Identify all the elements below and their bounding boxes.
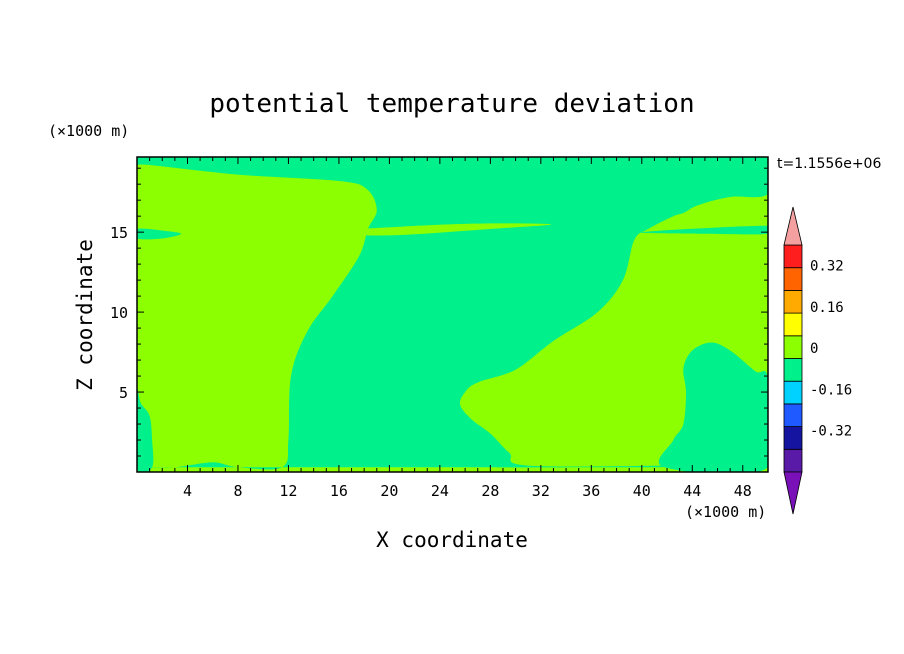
x-tick-label: 48 <box>734 482 752 500</box>
x-tick-label: 44 <box>683 482 701 500</box>
colorbar-bin <box>783 358 803 382</box>
region-negative-band <box>137 157 768 470</box>
colorbar-bin <box>783 403 803 427</box>
colorbar-over-triangle <box>783 206 803 246</box>
y-unit-label: (×1000 m) <box>48 122 129 140</box>
x-tick-label: 24 <box>431 482 449 500</box>
colorbar-label: 0.32 <box>810 259 844 275</box>
colorbar-bin <box>783 312 803 337</box>
y-tick-label: 15 <box>110 224 128 242</box>
colorbar-label: -0.16 <box>810 382 852 398</box>
x-tick-label: 36 <box>582 482 600 500</box>
colorbar-label: 0.16 <box>810 300 844 316</box>
colorbar-bin <box>783 267 803 291</box>
x-tick-label: 28 <box>481 482 499 500</box>
x-tick-label: 4 <box>183 482 192 500</box>
colorbar-under-triangle <box>783 471 803 515</box>
region-right-cell <box>658 342 768 472</box>
colorbar: -0.32 -0.16 0 0.16 0.32 <box>783 206 852 515</box>
colorbar-bin <box>783 244 803 269</box>
colorbar-bin <box>783 335 803 359</box>
colorbar-label: -0.32 <box>810 424 852 440</box>
x-unit-label: (×1000 m) <box>685 503 766 521</box>
contour-regions <box>137 157 768 472</box>
x-tick-label: 20 <box>380 482 398 500</box>
colorbar-bin <box>783 289 803 314</box>
y-axis: 5 10 15 <box>110 167 768 457</box>
plot-area <box>136 156 769 473</box>
x-tick-label: 40 <box>633 482 651 500</box>
y-axis-label: Z coordinate <box>73 239 97 391</box>
x-axis-label: X coordinate <box>376 528 528 552</box>
x-tick-label: 16 <box>330 482 348 500</box>
chart-title: potential temperature deviation <box>209 89 694 119</box>
y-tick-label: 10 <box>110 304 128 322</box>
colorbar-bin <box>783 426 803 450</box>
x-tick-label: 12 <box>279 482 297 500</box>
region-thin-streak <box>321 223 552 236</box>
colorbar-bin <box>783 380 803 405</box>
time-label: t=1.1556e+06 <box>777 156 881 172</box>
region-right-streak <box>640 225 768 235</box>
colorbar-label: 0 <box>810 341 818 357</box>
region-left-streak <box>137 228 182 240</box>
x-axis: 4 8 12 16 20 24 28 32 36 40 44 48 <box>149 157 756 500</box>
colorbar-bin <box>783 448 803 473</box>
x-tick-label: 32 <box>532 482 550 500</box>
x-tick-label: 8 <box>233 482 242 500</box>
y-tick-label: 5 <box>119 384 128 402</box>
region-left-edge <box>137 388 154 472</box>
